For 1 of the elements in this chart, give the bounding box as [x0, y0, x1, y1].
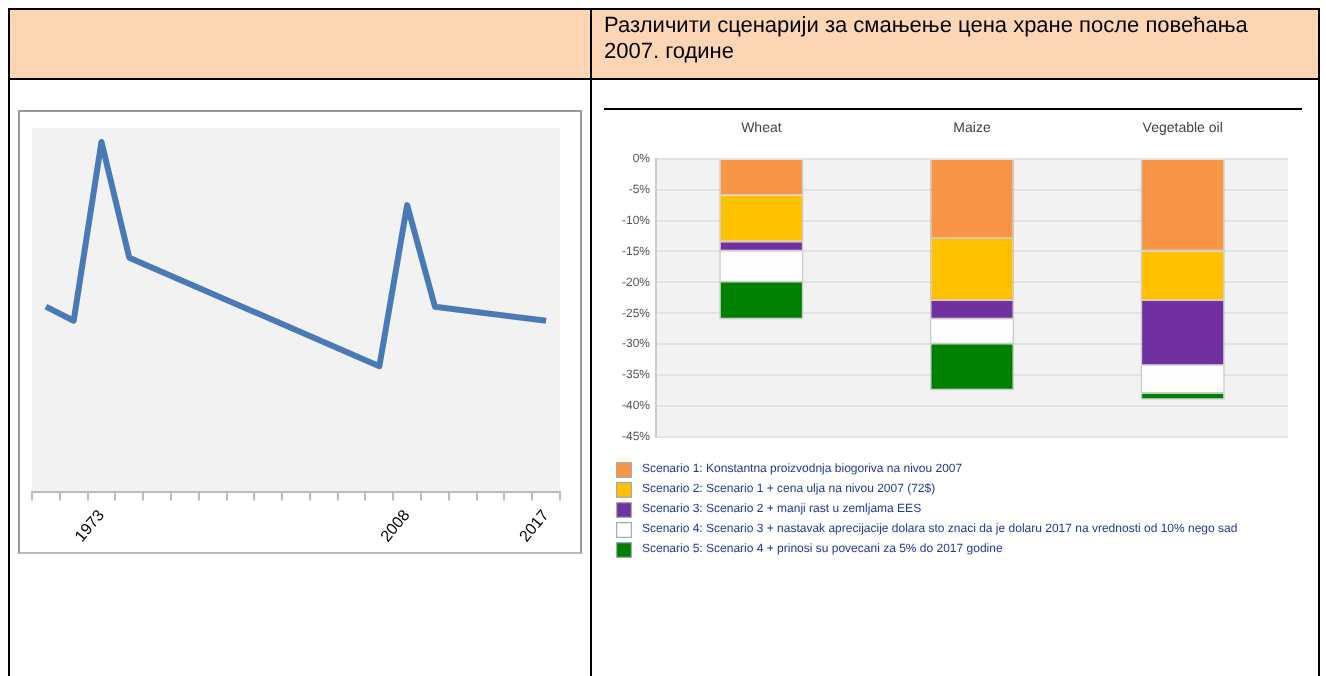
chart-title: Различити сценарији за смањење цена хране после повећања 2007. године [591, 9, 1319, 79]
